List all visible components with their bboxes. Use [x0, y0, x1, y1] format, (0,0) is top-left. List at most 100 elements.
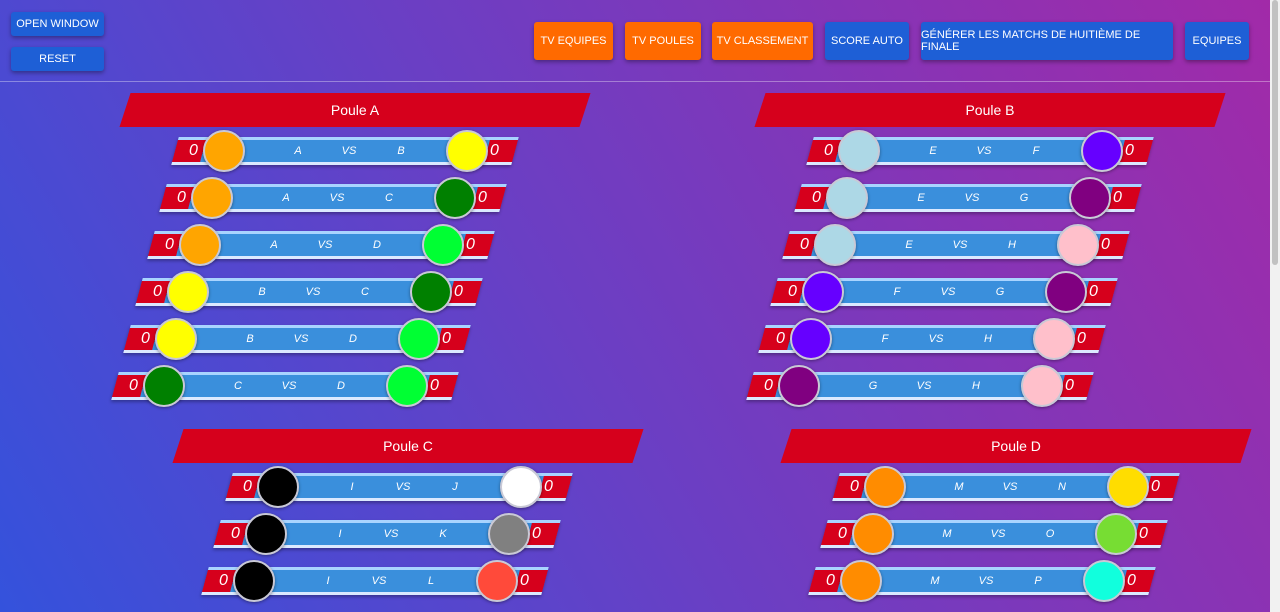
- match-row: 0 A VS D 0: [147, 224, 495, 266]
- poule-title: Poule B: [965, 102, 1015, 118]
- team-badge: [476, 560, 518, 602]
- button[interactable]: TV POULES: [625, 22, 701, 60]
- match-row: 0 M VS N 0: [832, 466, 1180, 508]
- team-badge: [410, 271, 452, 313]
- team-name: I: [350, 481, 354, 493]
- score: 0: [764, 377, 773, 394]
- team-name: B: [258, 286, 266, 298]
- team-name: A: [270, 239, 278, 251]
- button[interactable]: OPEN WINDOW: [11, 12, 104, 36]
- button[interactable]: RESET: [11, 47, 104, 71]
- team-badge: [1045, 271, 1087, 313]
- team-badge: [245, 513, 287, 555]
- poule-banner: Poule D: [780, 429, 1252, 463]
- score: 0: [826, 572, 835, 589]
- score: 0: [430, 377, 439, 394]
- score: 0: [231, 525, 240, 542]
- score: 0: [532, 525, 541, 542]
- team-badge: [203, 130, 245, 172]
- team-badge: [434, 177, 476, 219]
- match-row: 0 F VS G 0: [770, 271, 1118, 313]
- versus: VS: [341, 145, 357, 157]
- score: 0: [1127, 572, 1136, 589]
- team-badge: [1095, 513, 1137, 555]
- team-badge: [143, 365, 185, 407]
- team-badge: [167, 271, 209, 313]
- match-row: 0 F VS H 0: [758, 318, 1106, 360]
- score: 0: [1089, 283, 1098, 300]
- team-badge: [488, 513, 530, 555]
- team-name: D: [373, 239, 381, 251]
- button[interactable]: TV CLASSEMENT: [712, 22, 813, 60]
- match-row: 0 A VS B 0: [171, 130, 519, 172]
- team-name: F: [893, 286, 901, 298]
- button[interactable]: TV EQUIPES: [534, 22, 613, 60]
- team-badge: [386, 365, 428, 407]
- team-name: E: [917, 192, 925, 204]
- team-name: N: [1058, 481, 1066, 493]
- team-name: E: [905, 239, 913, 251]
- score: 0: [219, 572, 228, 589]
- match-row: 0 G VS H 0: [746, 365, 1094, 407]
- team-name: L: [427, 575, 435, 587]
- versus: VS: [964, 192, 980, 204]
- score: 0: [800, 236, 809, 253]
- versus: VS: [940, 286, 956, 298]
- team-name: G: [868, 380, 878, 392]
- team-name: B: [246, 333, 254, 345]
- team-badge: [802, 271, 844, 313]
- score: 0: [1077, 330, 1086, 347]
- button[interactable]: SCORE AUTO: [825, 22, 909, 60]
- score: 0: [544, 478, 553, 495]
- score: 0: [141, 330, 150, 347]
- poule-title: Poule D: [991, 438, 1041, 454]
- team-badge: [1081, 130, 1123, 172]
- team-name: C: [361, 286, 369, 298]
- score: 0: [1151, 478, 1160, 495]
- team-badge: [778, 365, 820, 407]
- team-name: G: [1019, 192, 1029, 204]
- team-badge: [257, 466, 299, 508]
- score: 0: [490, 142, 499, 159]
- match-row: 0 I VS K 0: [213, 513, 561, 555]
- score: 0: [788, 283, 797, 300]
- team-badge: [191, 177, 233, 219]
- versus: VS: [976, 145, 992, 157]
- team-badge: [852, 513, 894, 555]
- score: 0: [776, 330, 785, 347]
- versus: VS: [305, 286, 321, 298]
- score: 0: [1139, 525, 1148, 542]
- team-name: H: [984, 333, 992, 345]
- team-name: E: [929, 145, 937, 157]
- team-name: G: [995, 286, 1005, 298]
- match-row: 0 M VS P 0: [808, 560, 1156, 602]
- team-name: M: [942, 528, 952, 540]
- match-row: 0 I VS L 0: [201, 560, 549, 602]
- team-name: P: [1034, 575, 1042, 587]
- versus: VS: [1002, 481, 1018, 493]
- match-row: 0 M VS O 0: [820, 513, 1168, 555]
- score: 0: [824, 142, 833, 159]
- team-name: F: [1032, 145, 1040, 157]
- score: 0: [189, 142, 198, 159]
- button[interactable]: GÉNÉRER LES MATCHS DE HUITIÈME DE FINALE: [921, 22, 1173, 60]
- button[interactable]: EQUIPES: [1185, 22, 1249, 60]
- scrollbar-thumb[interactable]: [1272, 0, 1278, 265]
- team-badge: [790, 318, 832, 360]
- team-badge: [500, 466, 542, 508]
- team-name: M: [930, 575, 940, 587]
- team-name: B: [397, 145, 405, 157]
- team-name: A: [282, 192, 290, 204]
- team-badge: [826, 177, 868, 219]
- score: 0: [243, 478, 252, 495]
- team-badge: [422, 224, 464, 266]
- team-badge: [1107, 466, 1149, 508]
- match-row: 0 B VS D 0: [123, 318, 471, 360]
- match-row: 0 I VS J 0: [225, 466, 573, 508]
- team-badge: [1021, 365, 1063, 407]
- team-badge: [446, 130, 488, 172]
- match-row: 0 E VS F 0: [806, 130, 1154, 172]
- team-badge: [814, 224, 856, 266]
- team-badge: [233, 560, 275, 602]
